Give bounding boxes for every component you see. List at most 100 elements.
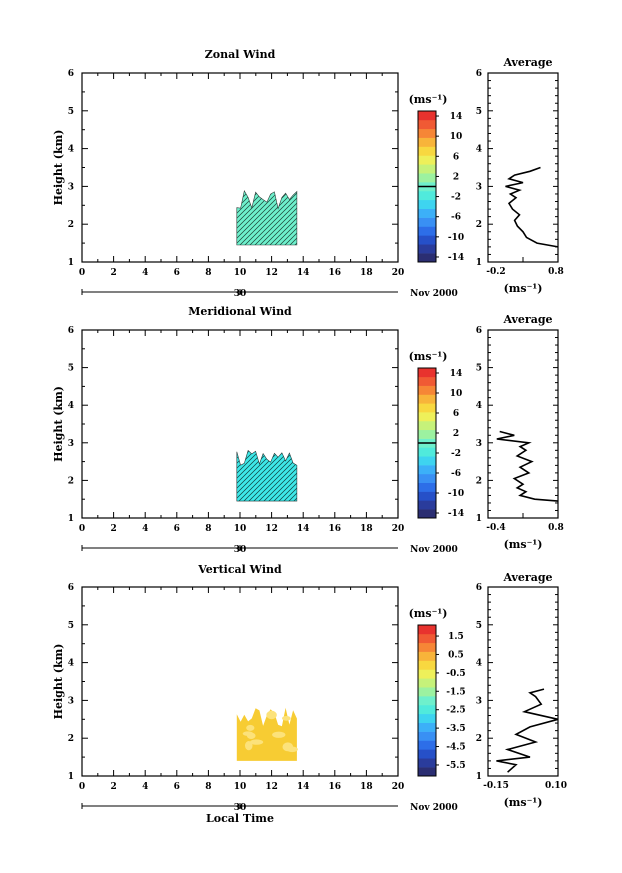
y-tick-label: 2 — [68, 220, 74, 230]
profile-line — [505, 166, 559, 248]
colorbar-band — [418, 128, 436, 138]
y-axis-label: Height (km) — [52, 386, 65, 462]
colorbar-band — [418, 403, 436, 413]
profile-y-tick-label: 1 — [476, 514, 482, 524]
colorbar-band — [418, 173, 436, 183]
colorbar-band — [418, 155, 436, 165]
colorbar-band — [418, 190, 436, 201]
data-patch — [246, 732, 256, 739]
colorbar-tick-label: 14 — [450, 112, 463, 122]
y-tick-label: 6 — [68, 583, 74, 593]
y-tick-label: 2 — [68, 476, 74, 486]
profile-y-tick-label: 5 — [476, 364, 482, 374]
colorbar-band — [418, 385, 436, 395]
y-tick-label: 4 — [68, 145, 74, 155]
profile-y-tick-label: 5 — [476, 107, 482, 117]
colorbar-band — [418, 217, 436, 227]
colorbar-band — [418, 767, 436, 777]
profile-x-tick-label: -0.15 — [483, 781, 509, 791]
colorbar-band — [418, 642, 436, 652]
y-tick-label: 4 — [68, 659, 74, 669]
colorbar-band — [418, 758, 436, 768]
colorbar-tick-label: -6 — [451, 469, 461, 479]
y-tick-label: 1 — [68, 772, 74, 782]
colorbar-band — [418, 482, 436, 492]
profile-title: Average — [502, 571, 552, 584]
colorbar-band — [418, 420, 436, 431]
x-axis-label: Local Time — [206, 812, 274, 825]
colorbar-band — [418, 137, 436, 147]
colorbar-band — [418, 164, 436, 174]
y-tick-label: 2 — [68, 734, 74, 744]
colorbar-tick-label: -10 — [448, 489, 464, 499]
colorbar-tick-label: -2 — [451, 449, 461, 459]
colorbar-unit: (ms⁻¹) — [409, 607, 448, 620]
profile-line — [496, 688, 559, 773]
x-tick-label: 20 — [392, 782, 405, 792]
x-tick-label: 4 — [142, 782, 148, 792]
profile-y-tick-label: 6 — [476, 583, 482, 593]
y-tick-label: 3 — [68, 696, 74, 706]
profile-title: Average — [502, 56, 552, 69]
profile-x-label: (ms⁻¹) — [504, 796, 543, 809]
profile-y-tick-label: 2 — [476, 220, 482, 230]
y-tick-label: 4 — [68, 401, 74, 411]
profile-y-tick-label: 3 — [476, 439, 482, 449]
colorbar-band — [418, 119, 436, 130]
x-tick-label: 20 — [392, 268, 405, 278]
colorbar-band — [418, 244, 436, 254]
x-tick-label: 18 — [360, 782, 373, 792]
colorbar-band — [418, 731, 436, 741]
y-axis-label: Height (km) — [52, 644, 65, 720]
y-tick-label: 6 — [68, 326, 74, 336]
x-tick-label: 0 — [79, 782, 85, 792]
y-tick-label: 1 — [68, 258, 74, 268]
profile-y-tick-label: 5 — [476, 621, 482, 631]
profile-x-tick-label: 0.10 — [545, 781, 567, 791]
colorbar-tick-label: -10 — [448, 233, 464, 243]
x-tick-label: 6 — [174, 524, 180, 534]
colorbar-unit: (ms⁻¹) — [409, 350, 448, 363]
date-day-label: 30 — [234, 545, 247, 555]
x-tick-label: 6 — [174, 782, 180, 792]
colorbar-band — [418, 376, 436, 386]
data-patch — [282, 715, 291, 721]
x-tick-label: 16 — [329, 268, 342, 278]
profile-x-label: (ms⁻¹) — [504, 538, 543, 551]
contour-lines — [236, 189, 298, 246]
colorbar-band — [418, 509, 436, 519]
y-tick-label: 5 — [68, 364, 74, 374]
colorbar-band — [418, 473, 436, 484]
profile-x-tick-label: 0.8 — [548, 523, 564, 533]
x-tick-label: 8 — [205, 524, 211, 534]
date-day-label: 30 — [234, 289, 247, 299]
colorbar-band — [418, 669, 436, 679]
date-month-label: Nov 2000 — [410, 803, 458, 813]
x-tick-label: 10 — [234, 268, 247, 278]
colorbar-tick-label: 10 — [450, 389, 463, 399]
colorbar-tick-label: -4.5 — [446, 743, 465, 753]
x-tick-label: 16 — [329, 782, 342, 792]
y-tick-label: 3 — [68, 182, 74, 192]
colorbar-tick-label: -2 — [451, 193, 461, 203]
colorbar-tick-label: -6 — [451, 213, 461, 223]
profile-y-tick-label: 4 — [476, 401, 482, 411]
x-tick-label: 6 — [174, 268, 180, 278]
y-axis-label: Height (km) — [52, 130, 65, 206]
x-tick-label: 12 — [265, 268, 278, 278]
profile-y-tick-label: 2 — [476, 734, 482, 744]
x-tick-label: 14 — [297, 524, 310, 534]
colorbar-band — [418, 713, 436, 724]
x-tick-label: 8 — [205, 782, 211, 792]
colorbar-band — [418, 633, 436, 644]
profile-y-tick-label: 1 — [476, 772, 482, 782]
colorbar-band — [418, 199, 436, 210]
colorbar-band — [418, 651, 436, 661]
x-tick-label: 18 — [360, 268, 373, 278]
colorbar-tick-label: -5.5 — [446, 761, 465, 771]
colorbar-band — [418, 465, 436, 475]
profile-y-tick-label: 6 — [476, 326, 482, 336]
colorbar-band — [418, 660, 436, 670]
profile-y-tick-label: 3 — [476, 182, 482, 192]
colorbar-frame — [417, 624, 437, 777]
